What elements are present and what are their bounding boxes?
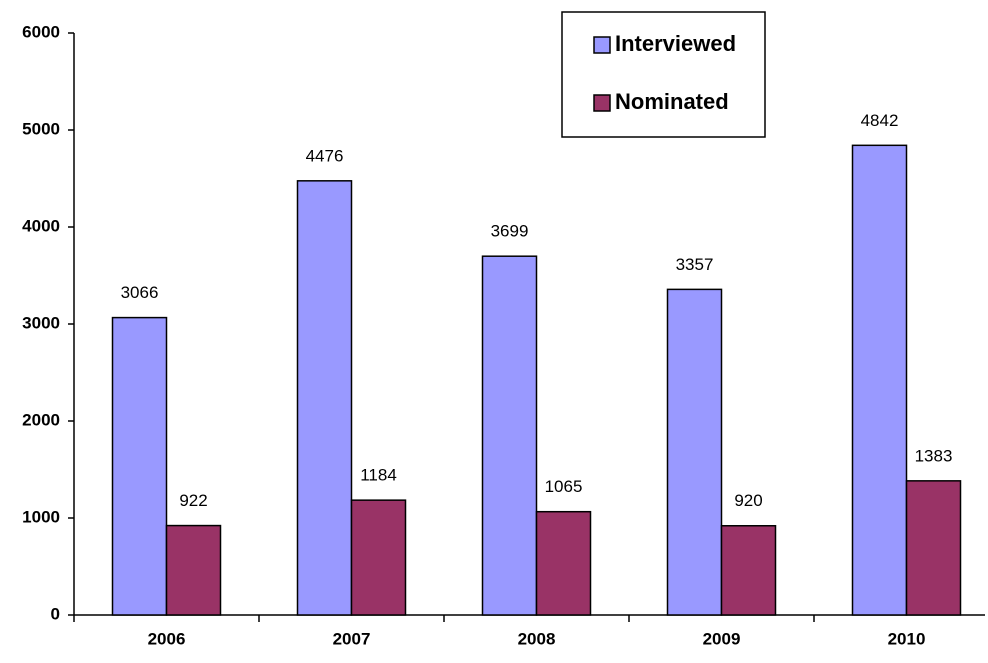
y-tick-label: 4000 bbox=[22, 216, 60, 235]
legend-box bbox=[561, 11, 766, 138]
y-tick-label: 3000 bbox=[22, 313, 60, 332]
legend-label: Nominated bbox=[615, 89, 729, 114]
bar bbox=[296, 180, 353, 616]
data-label: 922 bbox=[179, 491, 207, 510]
legend-swatch bbox=[593, 36, 611, 54]
x-tick-label: 2009 bbox=[703, 629, 741, 648]
bar bbox=[535, 510, 592, 616]
data-label: 920 bbox=[734, 491, 762, 510]
x-tick-label: 2008 bbox=[518, 629, 556, 648]
y-tick-label: 6000 bbox=[22, 22, 60, 41]
x-tick-label: 2007 bbox=[333, 629, 371, 648]
data-label: 1065 bbox=[545, 477, 583, 496]
x-tick-label: 2010 bbox=[888, 629, 926, 648]
data-label: 1383 bbox=[915, 446, 953, 465]
y-tick-label: 1000 bbox=[22, 507, 60, 526]
bar bbox=[720, 525, 777, 616]
data-label: 1184 bbox=[360, 466, 397, 485]
y-tick-label: 0 bbox=[51, 604, 60, 623]
x-tick-label: 2006 bbox=[148, 629, 186, 648]
data-label: 3699 bbox=[491, 222, 529, 241]
legend-swatch bbox=[593, 94, 611, 112]
data-label: 3357 bbox=[676, 255, 714, 274]
bar bbox=[111, 316, 168, 616]
data-label: 4842 bbox=[861, 111, 899, 130]
bar bbox=[350, 499, 407, 616]
data-label: 4476 bbox=[306, 146, 344, 165]
y-tick-label: 5000 bbox=[22, 119, 60, 138]
bar bbox=[666, 288, 723, 616]
y-tick-label: 2000 bbox=[22, 410, 60, 429]
bar bbox=[481, 255, 538, 616]
legend-label: Interviewed bbox=[615, 31, 736, 56]
bar bbox=[165, 524, 222, 616]
bar bbox=[851, 144, 908, 616]
bar bbox=[905, 480, 962, 616]
data-label: 3066 bbox=[121, 283, 159, 302]
